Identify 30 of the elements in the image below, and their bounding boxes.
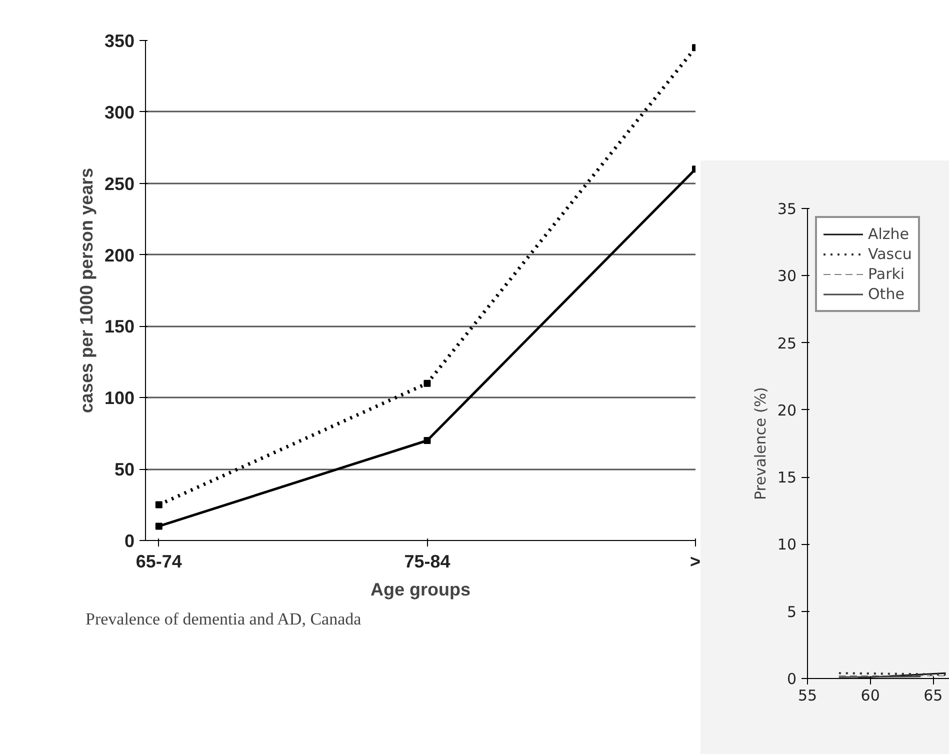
- y-tick-label: 250: [104, 174, 135, 194]
- y-tick-label: 10: [777, 536, 797, 554]
- y-tick-label: 20: [777, 401, 797, 420]
- x-tick-label: 65-74: [136, 552, 182, 572]
- x-tick-label: >: [690, 552, 701, 572]
- y-tick-label: 100: [104, 388, 135, 408]
- legend-label: Alzhe: [868, 225, 910, 243]
- y-tick-label: 0: [786, 670, 797, 688]
- text: Prevalence of dementia and AD, Canada: [86, 610, 362, 628]
- y-axis-title: cases per 1000 person years: [76, 168, 96, 414]
- legend-label: Othe: [868, 285, 904, 303]
- y-tick-label: 50: [114, 460, 135, 480]
- x-tick-label: 60: [860, 686, 880, 704]
- y-tick-label: 15: [777, 468, 797, 487]
- x-tick-label: 65: [924, 686, 943, 704]
- y-tick-label: 5: [786, 602, 797, 621]
- y-tick-label: 350: [104, 31, 135, 51]
- x-axis-title: Age groups: [370, 580, 471, 600]
- y-tick-label: 200: [104, 245, 135, 266]
- x-tick-label: 55: [798, 686, 818, 704]
- legend-label: Vascu: [868, 245, 912, 263]
- y-axis-title: Prevalence (%): [751, 386, 770, 500]
- y-tick-label: 25: [777, 334, 797, 352]
- y-tick-label: 30: [777, 267, 797, 286]
- legend-label: Parki: [868, 265, 905, 283]
- y-tick-label: 150: [104, 316, 135, 337]
- x-tick-label: 75-84: [404, 552, 450, 572]
- y-tick-label: 300: [104, 102, 135, 122]
- y-tick-label: 0: [124, 531, 135, 551]
- y-tick-label: 35: [777, 200, 797, 218]
